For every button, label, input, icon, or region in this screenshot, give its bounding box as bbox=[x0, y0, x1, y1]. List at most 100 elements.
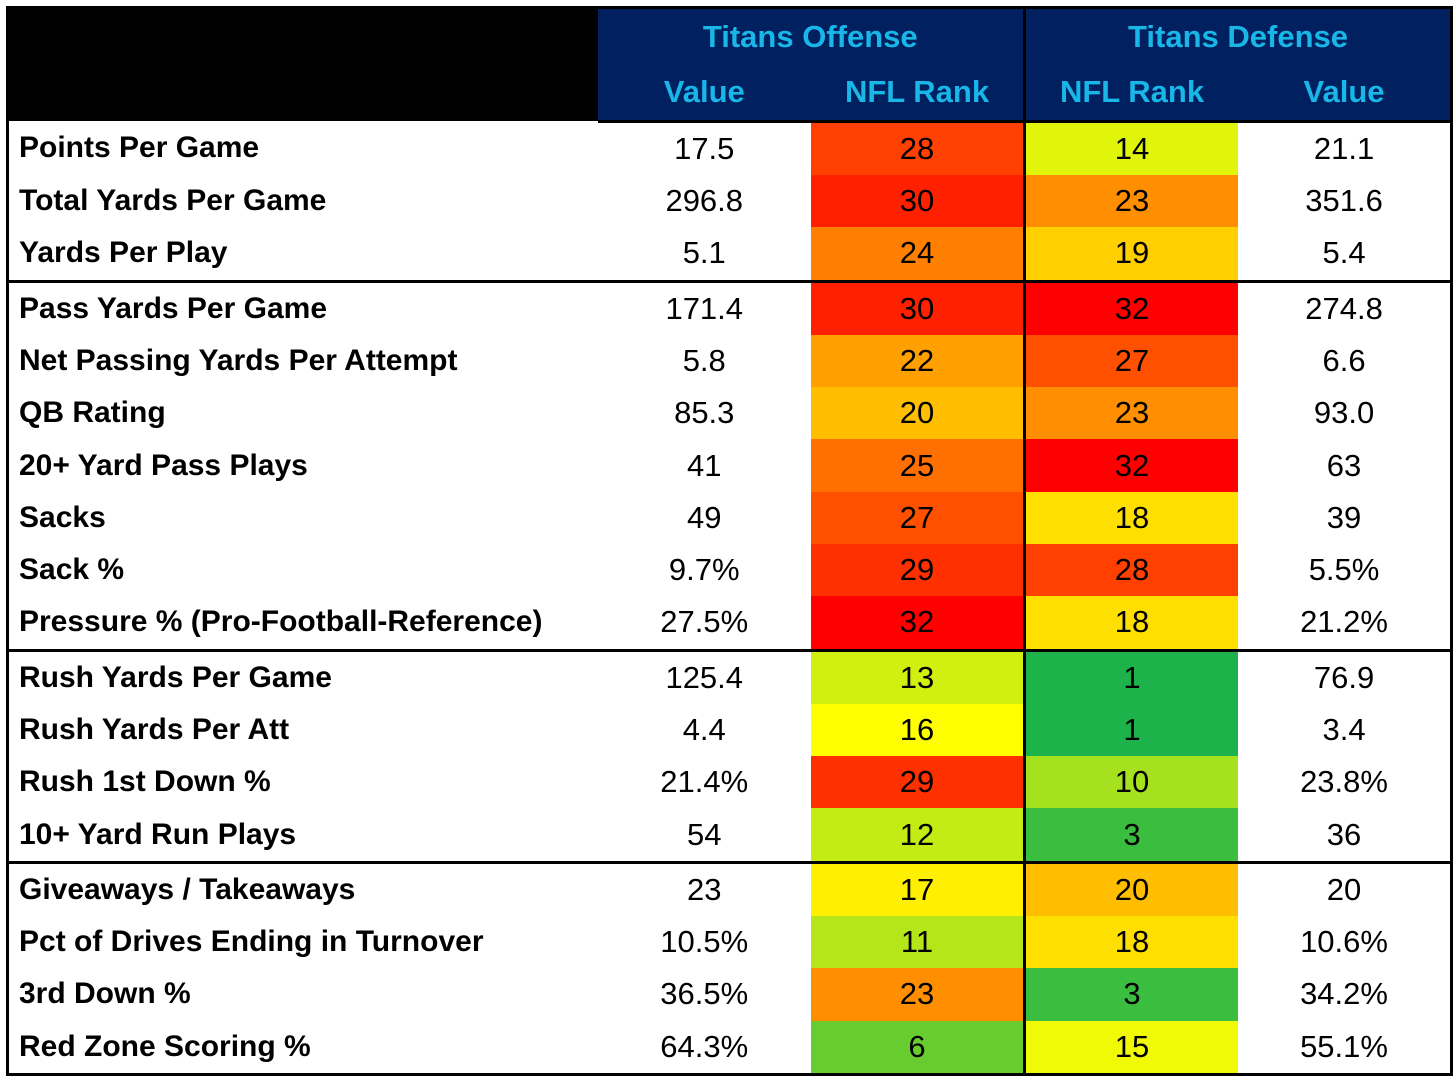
row-label: Sacks bbox=[19, 500, 106, 534]
defense-rank-cell: 23 bbox=[1023, 174, 1239, 228]
defense-rank-cell: 14 bbox=[1023, 121, 1239, 175]
defense-value-cell: 351.6 bbox=[1305, 183, 1383, 219]
table-row: 20+ Yard Pass Plays 41 25 32 63 bbox=[8, 439, 1452, 492]
defense-rank-cell: 32 bbox=[1023, 281, 1239, 335]
defense-value-cell: 34.2% bbox=[1300, 976, 1388, 1012]
offense-value-cell: 125.4 bbox=[665, 659, 744, 695]
table-row: Rush Yards Per Game 125.4 13 1 76.9 bbox=[8, 650, 1452, 704]
table-row: QB Rating 85.3 20 23 93.0 bbox=[8, 387, 1452, 440]
offense-value-cell: 10.5% bbox=[660, 924, 749, 960]
offense-rank-cell: 28 bbox=[811, 121, 1025, 175]
stats-table: Titans Offense Titans Defense Value NFL … bbox=[6, 6, 1454, 1076]
offense-rank-cell: 13 bbox=[811, 650, 1025, 704]
header-row-columns: Value NFL Rank NFL Rank Value bbox=[8, 64, 1452, 123]
table-row: 10+ Yard Run Plays 54 12 3 36 bbox=[7, 808, 1452, 864]
offense-value-cell: 41 bbox=[687, 447, 722, 483]
offense-rank-cell: 23 bbox=[811, 968, 1025, 1021]
defense-rank-cell: 3 bbox=[1023, 968, 1239, 1021]
defense-value-cell: 36 bbox=[1238, 808, 1452, 864]
header-row-groups: Titans Offense Titans Defense bbox=[7, 7, 1452, 122]
defense-rank-cell: 32 bbox=[1023, 439, 1239, 492]
defense-rank-header: NFL Rank bbox=[1023, 64, 1239, 123]
offense-value-cell: 9.7% bbox=[668, 552, 740, 588]
table-row: 3rd Down % 36.5% 23 3 34.2% bbox=[8, 968, 1452, 1021]
offense-rank-cell: 27 bbox=[811, 491, 1025, 544]
offense-rank-cell: 12 bbox=[811, 808, 1025, 864]
offense-value-cell: 296.8 bbox=[665, 183, 744, 219]
offense-rank-cell: 29 bbox=[811, 756, 1025, 809]
offense-value-cell: 171.4 bbox=[665, 290, 744, 326]
defense-rank-cell: 20 bbox=[1023, 862, 1239, 916]
row-label: Yards Per Play bbox=[7, 227, 598, 283]
defense-rank-cell: 18 bbox=[1023, 596, 1239, 652]
offense-value-cell: 49 bbox=[687, 499, 722, 535]
defense-value-cell: 274.8 bbox=[1305, 290, 1383, 326]
defense-value-cell: 63 bbox=[1326, 447, 1362, 483]
defense-value-cell: 93.0 bbox=[1313, 395, 1375, 431]
offense-rank-cell: 16 bbox=[811, 703, 1025, 757]
defense-value-cell: 39 bbox=[1326, 499, 1362, 535]
offense-rank-cell: 29 bbox=[811, 543, 1025, 597]
defense-rank-cell: 10 bbox=[1023, 756, 1239, 809]
defense-group-header: Titans Defense bbox=[1023, 7, 1452, 65]
offense-rank-cell: 11 bbox=[811, 915, 1025, 969]
row-label: Pct of Drives Ending in Turnover bbox=[19, 925, 484, 959]
defense-rank-cell: 3 bbox=[1023, 808, 1239, 864]
row-label: Rush Yards Per Game bbox=[19, 660, 332, 694]
offense-value-cell: 5.1 bbox=[597, 227, 811, 283]
defense-rank-cell: 18 bbox=[1023, 491, 1239, 544]
table-row: Yards Per Play 5.1 24 19 5.4 bbox=[7, 227, 1452, 283]
defense-rank-cell: 27 bbox=[1023, 334, 1239, 388]
defense-value-cell: 6.6 bbox=[1322, 342, 1366, 378]
offense-rank-cell: 25 bbox=[811, 439, 1025, 492]
offense-rank-cell: 17 bbox=[811, 862, 1025, 916]
row-label: Sack % bbox=[19, 553, 125, 587]
defense-rank-cell: 28 bbox=[1023, 543, 1239, 597]
row-label: QB Rating bbox=[19, 396, 166, 430]
defense-value-cell: 23.8% bbox=[1300, 764, 1388, 800]
offense-value-cell: 54 bbox=[597, 808, 811, 864]
row-label: Giveaways / Takeaways bbox=[19, 872, 356, 906]
row-label: Pass Yards Per Game bbox=[19, 291, 327, 325]
row-label: Red Zone Scoring % bbox=[19, 1029, 311, 1063]
defense-value-header: Value bbox=[1238, 64, 1452, 123]
defense-rank-cell: 23 bbox=[1023, 387, 1239, 440]
defense-value-cell: 76.9 bbox=[1313, 659, 1375, 695]
offense-value-cell: 85.3 bbox=[674, 395, 735, 431]
defense-rank-cell: 1 bbox=[1023, 703, 1239, 757]
table-row: Points Per Game 17.5 28 14 21.1 bbox=[8, 121, 1452, 175]
table-row: Sack % 9.7% 29 28 5.5% bbox=[8, 543, 1452, 597]
offense-value-cell: 5.8 bbox=[682, 342, 726, 378]
table-row: Giveaways / Takeaways 23 17 20 20 bbox=[8, 862, 1452, 916]
offense-rank-cell: 30 bbox=[811, 174, 1025, 228]
defense-value-cell: 10.6% bbox=[1300, 924, 1388, 960]
offense-rank-cell: 32 bbox=[811, 596, 1025, 652]
row-label: 3rd Down % bbox=[19, 977, 191, 1011]
table-row: Net Passing Yards Per Attempt 5.8 22 27 6.6 bbox=[8, 334, 1452, 388]
table-row: Rush Yards Per Att 4.4 16 1 3.4 bbox=[8, 703, 1452, 757]
defense-value-cell: 3.4 bbox=[1322, 711, 1366, 747]
offense-rank-cell: 24 bbox=[811, 227, 1025, 283]
offense-value-cell: 17.5 bbox=[674, 130, 735, 166]
table-row: Red Zone Scoring % 64.3% 6 15 55.1% bbox=[8, 1020, 1452, 1075]
table-row: Pass Yards Per Game 171.4 30 32 274.8 bbox=[8, 281, 1452, 335]
row-label: Net Passing Yards Per Attempt bbox=[19, 343, 458, 377]
offense-value-cell: 64.3% bbox=[660, 1028, 749, 1064]
offense-value-header: Value bbox=[597, 64, 811, 123]
defense-value-cell: 5.5% bbox=[1308, 552, 1380, 588]
offense-value-cell: 23 bbox=[687, 871, 722, 907]
row-label: Pressure % (Pro-Football-Reference) bbox=[7, 596, 598, 652]
offense-rank-header: NFL Rank bbox=[811, 64, 1025, 123]
defense-rank-cell: 18 bbox=[1023, 915, 1239, 969]
table-row: Sacks 49 27 18 39 bbox=[8, 491, 1452, 544]
row-label: Rush Yards Per Att bbox=[19, 712, 290, 746]
offense-rank-cell: 20 bbox=[811, 387, 1025, 440]
table-row: Pressure % (Pro-Football-Reference) 27.5%… bbox=[7, 596, 1452, 652]
row-label: 20+ Yard Pass Plays bbox=[19, 448, 308, 482]
defense-rank-cell: 19 bbox=[1023, 227, 1239, 283]
row-label: 10+ Yard Run Plays bbox=[7, 808, 598, 864]
table-row: Rush 1st Down % 21.4% 29 10 23.8% bbox=[8, 756, 1452, 809]
row-label: Points Per Game bbox=[19, 131, 260, 165]
offense-value-cell: 4.4 bbox=[682, 711, 726, 747]
offense-rank-cell: 22 bbox=[811, 334, 1025, 388]
